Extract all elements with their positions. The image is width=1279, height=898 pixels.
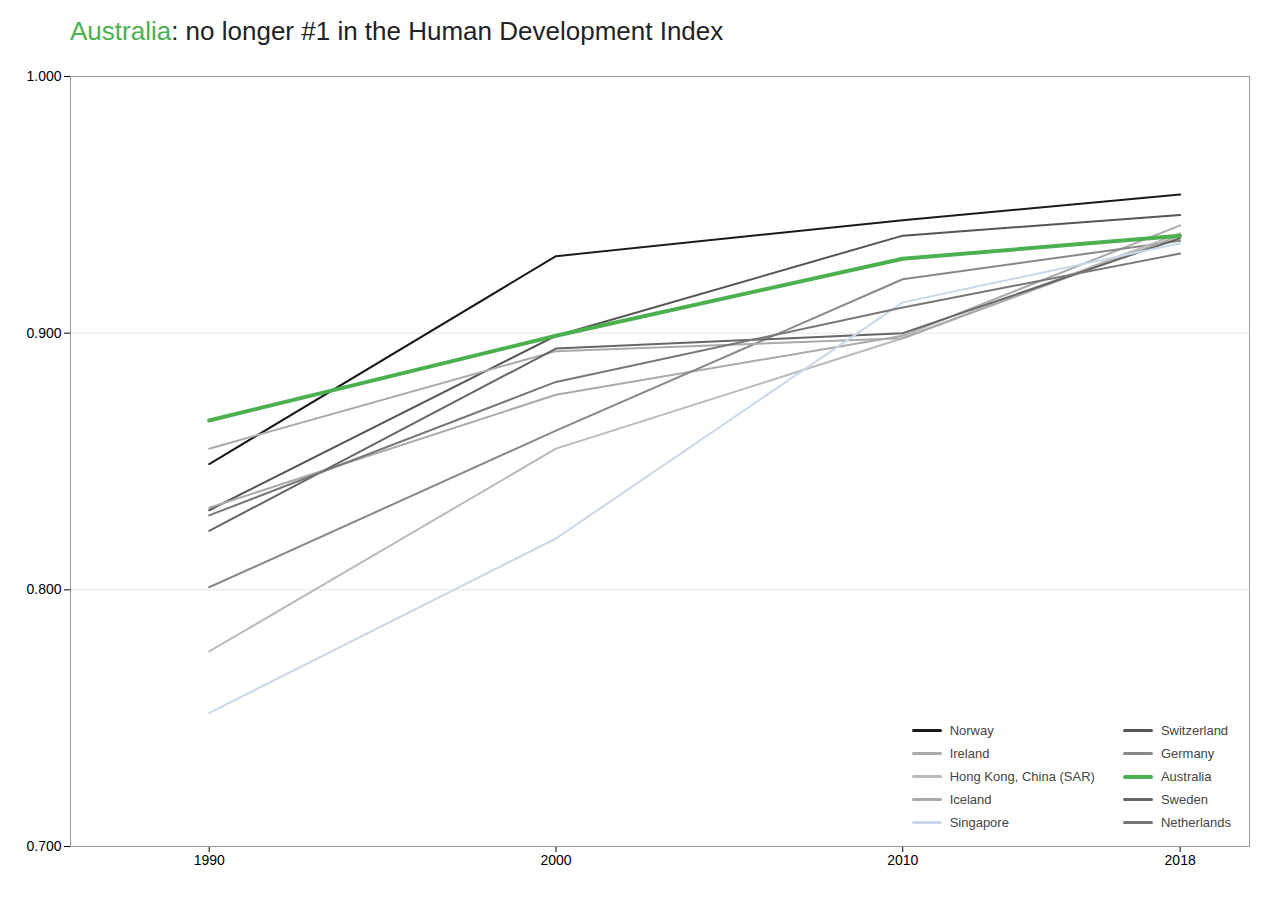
svg-text:0.800: 0.800	[26, 581, 61, 597]
html-text:Germany: Germany	[1160, 746, 1215, 761]
html-text:Sweden: Sweden	[1160, 792, 1208, 807]
svg-text:2000: 2000	[540, 852, 571, 868]
svg-text:1.000: 1.000	[26, 68, 61, 84]
html-text:Australia: no longer #1 in the: Australia: no longer #1 in the Human Dev…	[70, 16, 724, 46]
html-text:Hong Kong, China (SAR): Hong Kong, China (SAR)	[949, 769, 1095, 784]
html-text:Australia: Australia	[1160, 769, 1212, 784]
html-text:Switzerland: Switzerland	[1160, 723, 1229, 738]
svg-text:2018: 2018	[1165, 852, 1196, 868]
html-text:Ireland: Ireland	[949, 746, 990, 761]
html-text:Iceland: Iceland	[949, 792, 992, 807]
html-text:Netherlands: Netherlands	[1160, 815, 1231, 830]
svg-text:0.700: 0.700	[26, 838, 61, 854]
html-text:Norway: Norway	[949, 723, 994, 738]
svg-text:1990: 1990	[194, 852, 225, 868]
svg-text:0.900: 0.900	[26, 325, 61, 341]
html-text:Singapore: Singapore	[949, 815, 1009, 830]
svg-text:2010: 2010	[887, 852, 918, 868]
